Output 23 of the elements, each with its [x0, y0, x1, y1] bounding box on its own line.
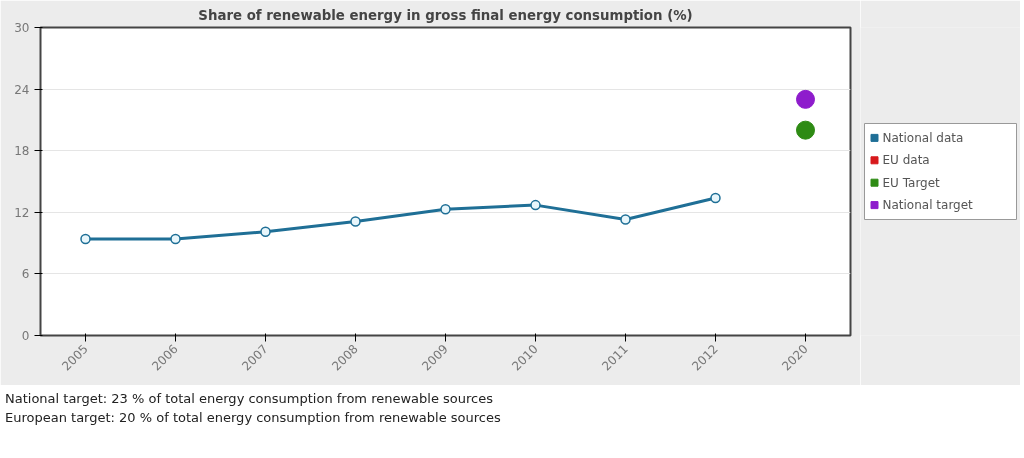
point — [260, 226, 271, 238]
point — [530, 199, 541, 211]
point — [80, 233, 91, 245]
y-tick-label: 0 — [21, 329, 30, 343]
legend-label: National target — [882, 198, 974, 213]
legend-label: EU data — [882, 153, 930, 168]
text: National target: 23 % of total energy consumption from renewable sources — [5, 391, 493, 406]
point — [170, 233, 181, 245]
y-tick-label: 30 — [14, 21, 30, 35]
y-tick-label: 24 — [14, 82, 30, 97]
point — [796, 89, 815, 109]
legend-label: EU Target — [882, 175, 941, 190]
point — [440, 203, 451, 215]
chart-title: Share of renewable energy in gross final energy consumption (%) — [198, 7, 693, 23]
y-tick-label: 18 — [14, 144, 30, 159]
point — [620, 214, 631, 225]
y-tick-label: 6 — [21, 267, 30, 282]
y-tick-label: 12 — [14, 205, 30, 220]
text: European target: 20 % of total energy consumption from renewable sources — [5, 409, 501, 425]
point — [350, 216, 361, 227]
legend-label: National data — [882, 130, 964, 145]
point — [796, 120, 815, 140]
point — [710, 192, 721, 204]
